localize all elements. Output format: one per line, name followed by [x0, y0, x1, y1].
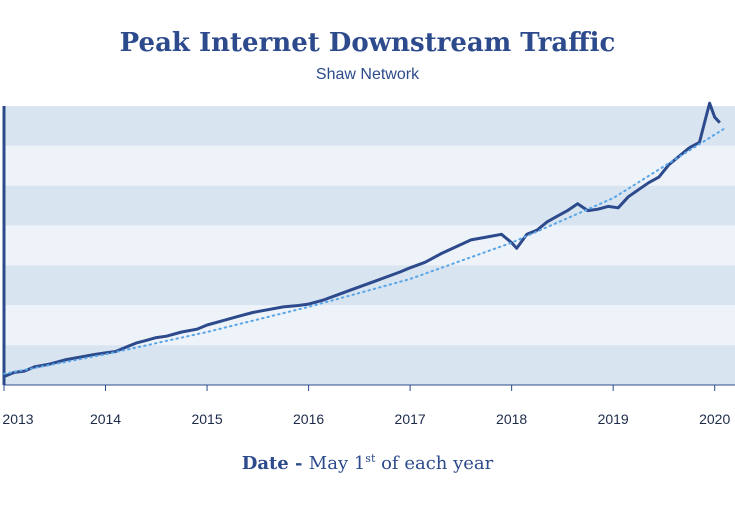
x-axis-title-sep: - [288, 453, 309, 474]
x-tick-label: 2013 [2, 411, 33, 427]
grid-band [4, 265, 735, 306]
grid-band [4, 305, 735, 346]
x-axis-title-pre: May 1 [308, 453, 366, 474]
x-axis-title-bold: Date [241, 453, 289, 474]
traffic-line [3, 101, 721, 378]
x-tick-label: 2015 [191, 411, 222, 427]
x-tick-label: 2017 [395, 411, 426, 427]
x-tick-label: 2014 [90, 411, 121, 427]
trend-line [3, 127, 726, 375]
grid-bands [4, 106, 735, 385]
x-ticks: 2013 2014 2015 2016 2017 2018 2019 2020 [2, 385, 730, 427]
chart-subtitle: Shaw Network [315, 66, 420, 83]
grid-band [4, 106, 735, 146]
x-tick-label: 2016 [293, 411, 324, 427]
chart-title: Peak Internet Downstream Traffic [119, 28, 616, 58]
x-axis-title-sup: st [365, 452, 376, 465]
grid-band [4, 145, 735, 186]
x-axis-title: Date - May 1st of each year [0, 452, 735, 474]
grid-band [4, 345, 735, 385]
x-tick-label: 2019 [598, 411, 629, 427]
x-axis-title-post: of each year [375, 453, 494, 474]
grid-band [4, 225, 735, 266]
x-tick-label: 2018 [496, 411, 527, 427]
x-tick-label: 2020 [699, 411, 730, 427]
grid-band [4, 185, 735, 226]
series-group [3, 101, 726, 378]
